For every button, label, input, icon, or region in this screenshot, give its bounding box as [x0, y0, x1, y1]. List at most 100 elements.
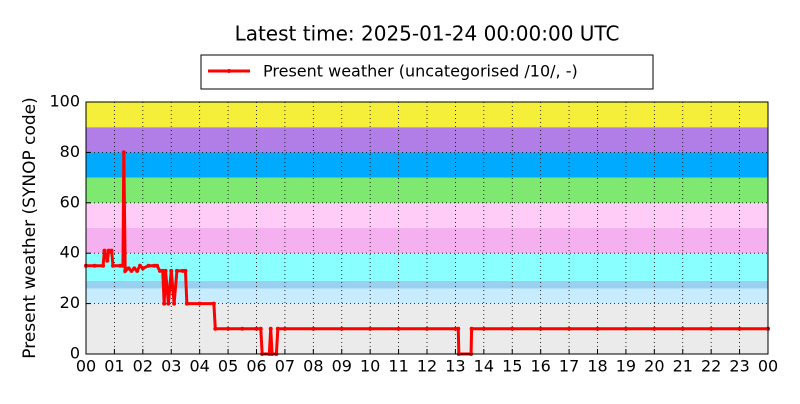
- x-tick-label: 21: [673, 357, 693, 376]
- weather-band: [86, 152, 768, 178]
- data-point: [623, 326, 628, 331]
- data-point: [140, 266, 145, 271]
- data-point: [197, 301, 202, 306]
- data-point: [163, 268, 168, 273]
- data-point: [226, 326, 231, 331]
- weather-band: [86, 253, 768, 281]
- x-tick-label: 11: [388, 357, 408, 376]
- data-point: [453, 326, 458, 331]
- x-tick-label: 17: [559, 357, 579, 376]
- x-tick-label: 08: [303, 357, 323, 376]
- data-point: [737, 326, 742, 331]
- legend-box: [200, 54, 654, 90]
- y-tick-label: 100: [49, 92, 80, 111]
- data-point: [121, 150, 126, 155]
- data-point: [101, 263, 106, 268]
- y-tick-label: 80: [60, 142, 80, 161]
- x-tick-label: 06: [246, 357, 266, 376]
- data-point: [282, 326, 287, 331]
- x-tick-label: 16: [530, 357, 550, 376]
- legend-marker: [227, 69, 231, 73]
- data-point: [254, 326, 259, 331]
- x-tick-label: 03: [161, 357, 181, 376]
- data-point: [129, 268, 134, 273]
- x-tick-label: 02: [133, 357, 153, 376]
- data-point: [146, 263, 151, 268]
- data-point: [169, 268, 174, 273]
- data-point: [92, 263, 97, 268]
- y-tick-label: 0: [70, 344, 80, 363]
- data-point: [510, 326, 515, 331]
- data-point: [102, 248, 107, 253]
- data-point: [258, 326, 263, 331]
- x-tick-label: 04: [189, 357, 209, 376]
- x-tick-label: 20: [644, 357, 664, 376]
- x-tick-label: 09: [332, 357, 352, 376]
- data-point: [110, 263, 115, 268]
- x-tick-label: 15: [502, 357, 522, 376]
- y-tick-label: 60: [60, 192, 80, 211]
- data-point: [183, 268, 188, 273]
- data-point: [538, 326, 543, 331]
- weather-band: [86, 288, 768, 304]
- x-tick-label: 18: [587, 357, 607, 376]
- data-point: [109, 248, 114, 253]
- data-point: [213, 326, 218, 331]
- data-point: [368, 326, 373, 331]
- data-point: [106, 248, 111, 253]
- data-point: [132, 266, 137, 271]
- y-tick-label: 40: [60, 243, 80, 262]
- data-point: [481, 326, 486, 331]
- data-point: [160, 268, 165, 273]
- x-tick-label: 19: [616, 357, 636, 376]
- data-point: [709, 326, 714, 331]
- plot-frame: [85, 101, 769, 355]
- data-point: [595, 326, 600, 331]
- data-point: [155, 263, 160, 268]
- data-point: [567, 326, 572, 331]
- x-tick-label: 07: [275, 357, 295, 376]
- y-axis-label: Present weather (SYNOP code): [20, 97, 40, 358]
- data-point: [157, 268, 162, 273]
- data-point: [680, 326, 685, 331]
- data-point: [184, 301, 189, 306]
- x-tick-label: 23: [729, 357, 749, 376]
- data-point: [456, 326, 461, 331]
- data-point: [396, 326, 401, 331]
- x-tick-label: 14: [474, 357, 494, 376]
- data-point: [152, 263, 157, 268]
- chart-title: Latest time: 2025-01-24 00:00:00 UTC: [235, 22, 620, 46]
- weather-band: [86, 280, 768, 289]
- weather-band: [86, 127, 768, 153]
- data-point: [652, 326, 657, 331]
- data-point: [172, 301, 177, 306]
- x-tick-label: 22: [701, 357, 721, 376]
- data-point: [174, 268, 179, 273]
- data-point: [123, 268, 128, 273]
- y-tick-label: 20: [60, 293, 80, 312]
- data-point: [311, 326, 316, 331]
- data-point: [120, 263, 125, 268]
- data-point: [162, 301, 167, 306]
- data-point: [268, 326, 273, 331]
- data-point: [137, 263, 142, 268]
- data-point: [105, 258, 110, 263]
- data-point: [180, 268, 185, 273]
- data-point: [425, 326, 429, 331]
- data-point: [275, 326, 280, 331]
- data-point: [135, 268, 140, 273]
- x-tick-label: 05: [218, 357, 238, 376]
- x-tick-label: 01: [104, 357, 124, 376]
- legend-label: Present weather (uncategorised /10/, -): [263, 62, 578, 81]
- x-tick-label: 00: [758, 357, 778, 376]
- x-tick-label: 12: [417, 357, 437, 376]
- data-point: [166, 301, 171, 306]
- data-point: [126, 266, 131, 271]
- data-point: [240, 326, 245, 331]
- weather-band: [86, 228, 768, 254]
- x-tick-label: 13: [445, 357, 465, 376]
- x-tick-label: 00: [76, 357, 96, 376]
- data-point: [118, 263, 123, 268]
- data-point: [339, 326, 344, 331]
